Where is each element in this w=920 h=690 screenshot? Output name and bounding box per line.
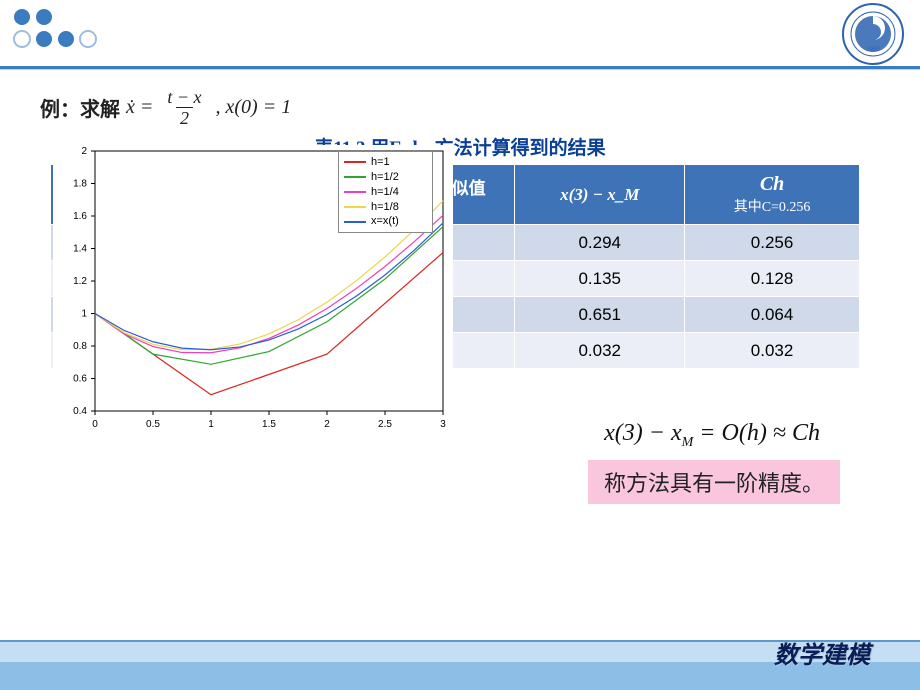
svg-text:1: 1 (208, 419, 214, 430)
header-bar: 1950 (0, 0, 920, 70)
problem-cond: , x(0) = 1 (216, 96, 292, 119)
svg-text:1.6: 1.6 (73, 211, 87, 222)
svg-text:1.4: 1.4 (73, 244, 87, 255)
svg-text:1.8: 1.8 (73, 179, 87, 190)
legend-item: h=1/4 (344, 185, 427, 200)
footer: 数学建模 (0, 640, 920, 690)
legend-item: h=1/8 (344, 200, 427, 215)
svg-text:0: 0 (92, 419, 98, 430)
header-stripe (0, 66, 920, 69)
svg-text:0.5: 0.5 (146, 419, 160, 430)
chart-legend: h=1h=1/2h=1/4h=1/8x=x(t) (338, 151, 433, 233)
col-ch: Ch 其中C=0.256 (685, 165, 860, 225)
footer-title: 数学建模 (774, 635, 870, 670)
problem-statement: 例：求解 ẋ = t − x 2 , x(0) = 1 (40, 88, 880, 127)
svg-text:2: 2 (324, 419, 330, 430)
svg-text:1.2: 1.2 (73, 276, 87, 287)
problem-fraction: t − x 2 (163, 88, 205, 127)
svg-text:0.4: 0.4 (73, 406, 87, 417)
deco-dots (10, 5, 106, 53)
svg-text:2.5: 2.5 (378, 419, 392, 430)
problem-prefix: 例：求解 (40, 93, 120, 122)
error-equation: x(3) − xM = O(h) ≈ Ch (604, 420, 820, 451)
legend-item: h=1 (344, 155, 427, 170)
euler-chart: 0.4 0.6 0.8 1 1.2 1.4 1.6 1.8 2 0 0.5 1 1.5 2 2.5 3 h=1… (53, 145, 453, 435)
svg-text:0.6: 0.6 (73, 374, 87, 385)
svg-text:2: 2 (81, 146, 87, 157)
svg-text:1: 1 (81, 309, 87, 320)
col-error: x(3) − x_M (515, 165, 685, 225)
svg-text:0.8: 0.8 (73, 341, 87, 352)
legend-item: h=1/2 (344, 170, 427, 185)
school-logo: 1950 (841, 2, 905, 66)
legend-item: x=x(t) (344, 214, 427, 229)
svg-text:1.5: 1.5 (262, 419, 276, 430)
conclusion-text: 称方法具有一阶精度。 (588, 460, 840, 504)
svg-text:3: 3 (440, 419, 446, 430)
problem-lhs: ẋ = (126, 96, 153, 119)
svg-text:1950: 1950 (866, 47, 880, 53)
